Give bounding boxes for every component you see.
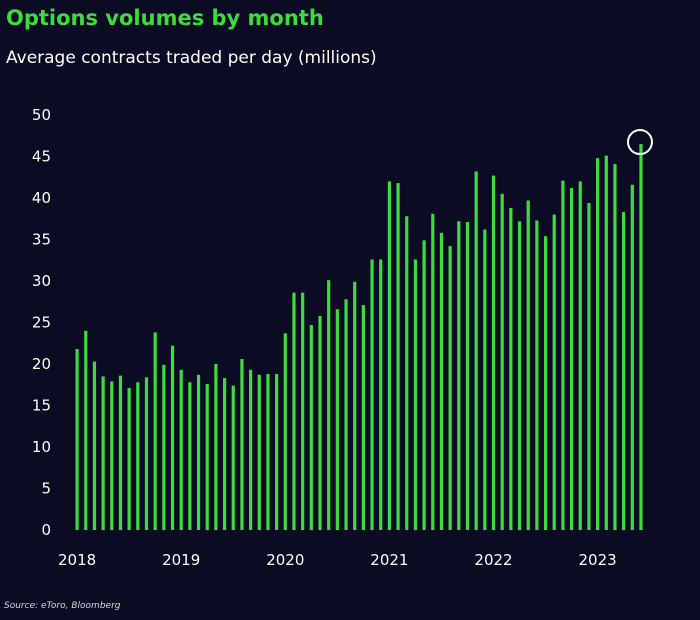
bar-2022-11 bbox=[578, 181, 582, 530]
y-tick-label: 20 bbox=[32, 355, 51, 373]
bar-2022-04 bbox=[517, 221, 522, 531]
bar-2021-11 bbox=[474, 171, 478, 530]
bar-2020-12 bbox=[379, 259, 383, 530]
bar-2019-10 bbox=[257, 374, 261, 530]
bar-2022-05 bbox=[526, 200, 530, 531]
source-note: Source: eToro, Bloomberg bbox=[4, 601, 121, 611]
x-axis: 2018 2019 2020 2021 2022 2023 bbox=[58, 551, 617, 569]
bar-2019-02 bbox=[188, 382, 192, 530]
bar-2020-07 bbox=[335, 309, 339, 530]
bar-2021-12 bbox=[483, 229, 487, 531]
x-tick-label: 2022 bbox=[474, 551, 512, 569]
bar-2021-05 bbox=[422, 240, 426, 530]
y-axis: 0 5 10 15 20 25 30 35 40 45 50 bbox=[32, 106, 51, 539]
y-tick-label: 25 bbox=[32, 314, 51, 332]
x-tick-label: 2019 bbox=[162, 551, 200, 569]
chart-subtitle: Average contracts traded per day (millio… bbox=[6, 48, 377, 68]
bar-2018-05 bbox=[110, 381, 114, 530]
x-tick-label: 2018 bbox=[58, 551, 96, 569]
bar-2018-09 bbox=[144, 377, 149, 530]
bar-2022-06 bbox=[535, 220, 539, 530]
y-tick-label: 45 bbox=[32, 148, 51, 166]
x-tick-label: 2021 bbox=[370, 551, 408, 569]
bar-2022-08 bbox=[552, 214, 556, 530]
bar-2020-01 bbox=[283, 333, 287, 530]
bar-2021-10 bbox=[465, 222, 470, 530]
bar-2018-04 bbox=[101, 376, 105, 530]
bar-2020-08 bbox=[344, 299, 348, 530]
y-tick-label: 50 bbox=[32, 106, 51, 124]
bar-2019-09 bbox=[249, 369, 253, 530]
bar-2022-03 bbox=[509, 207, 513, 530]
y-tick-label: 15 bbox=[32, 397, 51, 415]
x-tick-label: 2023 bbox=[579, 551, 617, 569]
bar-2021-09 bbox=[457, 221, 461, 531]
bar-2023-03 bbox=[613, 163, 617, 530]
bar-2021-04 bbox=[413, 259, 418, 530]
bar-2022-01 bbox=[491, 175, 496, 530]
bar-2018-12 bbox=[170, 345, 175, 530]
bar-2020-02 bbox=[292, 292, 296, 530]
bar-2022-02 bbox=[500, 193, 504, 530]
bar-2021-01 bbox=[387, 181, 391, 530]
bar-2022-09 bbox=[561, 180, 565, 530]
bar-2018-02 bbox=[84, 330, 88, 530]
bar-2019-01 bbox=[179, 369, 183, 530]
bar-2019-05 bbox=[214, 364, 218, 530]
y-tick-label: 35 bbox=[32, 231, 51, 249]
bar-2023-06 bbox=[639, 144, 643, 531]
bar-2021-06 bbox=[431, 213, 435, 530]
bar-2018-10 bbox=[153, 332, 157, 530]
chart-title: Options volumes by month bbox=[6, 6, 324, 30]
bar-2021-07 bbox=[439, 232, 444, 531]
bar-2019-07 bbox=[231, 385, 235, 530]
y-tick-label: 0 bbox=[41, 521, 51, 539]
y-tick-label: 40 bbox=[32, 189, 51, 207]
bar-2023-02 bbox=[604, 155, 608, 531]
bar-2019-12 bbox=[275, 373, 279, 530]
bar-2020-03 bbox=[301, 292, 305, 530]
bar-2019-03 bbox=[196, 374, 201, 530]
bar-2019-06 bbox=[222, 378, 227, 530]
bar-2018-07 bbox=[127, 388, 131, 530]
highlight-marker bbox=[626, 129, 653, 156]
bar-2022-10 bbox=[569, 188, 574, 531]
bar-2018-06 bbox=[118, 375, 123, 530]
y-tick-label: 30 bbox=[32, 272, 51, 290]
bar-2018-01 bbox=[75, 349, 79, 530]
bar-2018-03 bbox=[92, 361, 97, 530]
highlight-circle bbox=[626, 129, 653, 156]
bar-2019-04 bbox=[205, 383, 209, 530]
y-tick-label: 5 bbox=[41, 480, 51, 498]
bar-2020-04 bbox=[309, 324, 313, 530]
bar-2020-06 bbox=[327, 280, 331, 530]
bar-2022-12 bbox=[587, 202, 591, 531]
bars bbox=[75, 144, 643, 531]
bar-2018-08 bbox=[136, 382, 140, 530]
bar-2021-03 bbox=[405, 216, 409, 530]
bar-2020-09 bbox=[353, 281, 357, 530]
bar-2020-10 bbox=[361, 305, 365, 530]
bar-2023-04 bbox=[622, 212, 626, 531]
y-tick-label: 10 bbox=[32, 438, 51, 456]
bar-2020-11 bbox=[370, 259, 374, 530]
x-tick-label: 2020 bbox=[266, 551, 304, 569]
bar-2023-05 bbox=[630, 184, 634, 530]
bar-2021-08 bbox=[448, 246, 452, 530]
bar-2019-08 bbox=[240, 359, 244, 530]
bar-2023-01 bbox=[596, 158, 600, 530]
bar-2020-05 bbox=[318, 315, 322, 530]
bar-2018-11 bbox=[162, 364, 166, 530]
bar-2021-02 bbox=[396, 183, 400, 530]
bar-2022-07 bbox=[543, 236, 548, 530]
bar-2019-11 bbox=[266, 373, 270, 530]
